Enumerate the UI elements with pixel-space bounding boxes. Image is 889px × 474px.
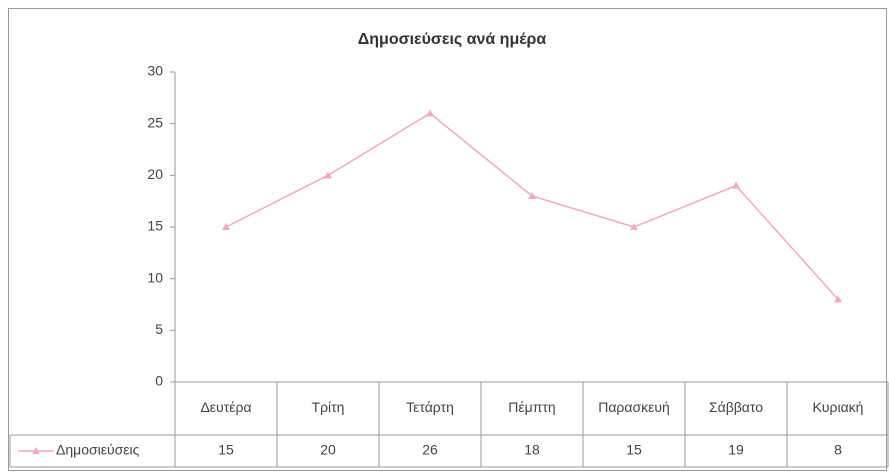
table-value: 15: [218, 442, 234, 458]
point-marker: [324, 171, 332, 179]
x-tick-label: Τρίτη: [312, 399, 345, 415]
table-value: 20: [320, 442, 336, 458]
point-marker: [528, 192, 536, 199]
y-tick-label: 10: [147, 269, 163, 285]
x-tick-label: Κυριακή: [813, 399, 864, 415]
x-tick-label: Δευτέρα: [200, 399, 251, 415]
point-marker: [222, 223, 230, 230]
table-value: 19: [728, 442, 744, 458]
x-tick-label: Τετάρτη: [406, 399, 454, 415]
x-tick-label: Σάββατο: [709, 399, 763, 415]
table-value: 8: [834, 442, 842, 458]
legend-marker: [32, 447, 40, 454]
point-marker: [834, 295, 842, 303]
point-marker: [732, 181, 740, 189]
y-tick-label: 25: [147, 114, 163, 130]
table-value: 18: [524, 442, 540, 458]
table-value: 15: [626, 442, 642, 458]
chart-title: Δημοσιεύσεις ανά ημέρα: [358, 31, 547, 48]
point-marker: [630, 223, 638, 230]
y-tick-label: 0: [155, 373, 163, 389]
x-tick-label: Παρασκευή: [598, 399, 670, 415]
y-tick-label: 5: [155, 321, 163, 337]
legend-label: Δημοσιεύσεις: [56, 442, 140, 458]
chart-border: [8, 8, 887, 471]
x-tick-label: Πέμπτη: [508, 399, 555, 415]
y-tick-label: 15: [147, 218, 163, 234]
table-value: 26: [422, 442, 438, 458]
y-tick-label: 20: [147, 166, 163, 182]
y-tick-label: 30: [147, 63, 163, 79]
point-marker: [426, 109, 434, 117]
